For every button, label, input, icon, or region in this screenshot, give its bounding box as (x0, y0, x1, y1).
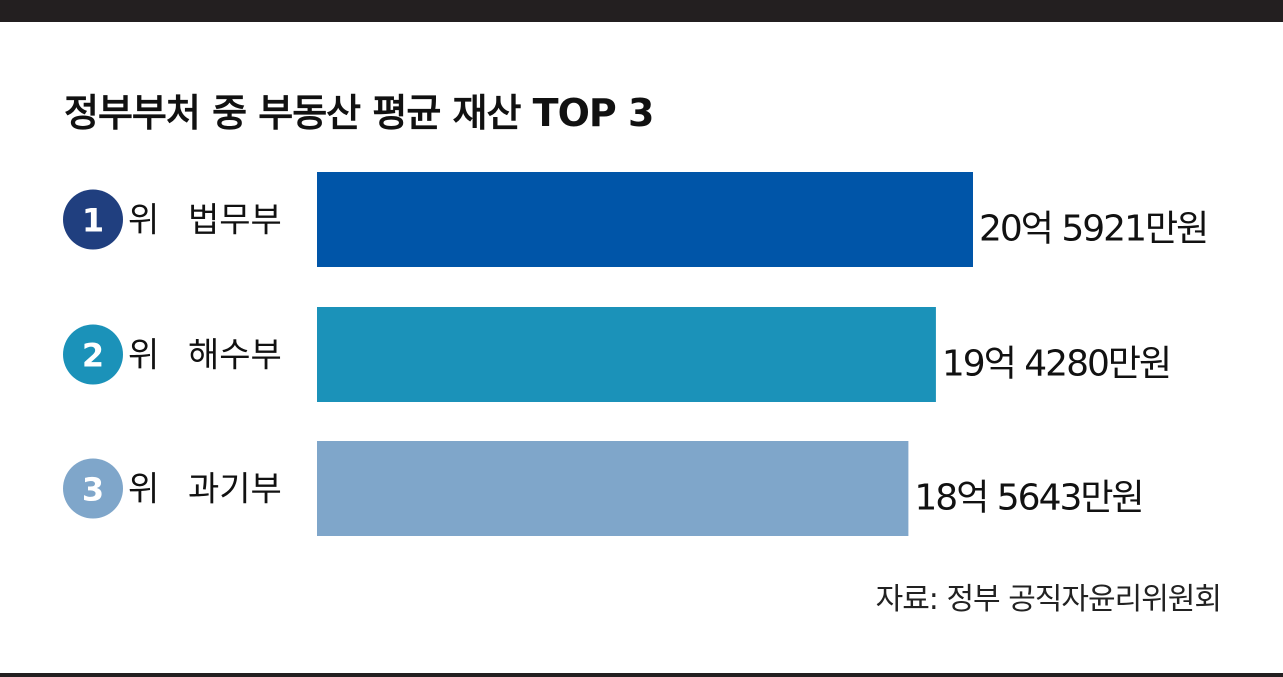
category-label: 해수부 (188, 336, 282, 376)
rank-number: 3 (82, 471, 104, 509)
rank-suffix: 위 (128, 336, 159, 376)
data-label: 18억 5643만원 (914, 478, 1142, 519)
chart-title: 정부부처 중 부동산 평균 재산 TOP 3 (64, 91, 654, 135)
rank-badge (63, 189, 123, 250)
source-note: 자료: 정부 공직자윤리위원회 (875, 582, 1222, 617)
rank-number: 2 (82, 337, 104, 375)
top-rule (0, 0, 1283, 22)
data-label: 19억 4280만원 (942, 344, 1170, 385)
data-label: 20억 5921만원 (979, 209, 1207, 250)
category-label: 과기부 (188, 470, 282, 510)
rank-badge (63, 324, 123, 385)
rank-number: 1 (82, 202, 104, 240)
category-label: 법무부 (188, 201, 282, 241)
rank-badge (63, 458, 123, 519)
rank-suffix: 위 (128, 470, 159, 510)
bar (317, 307, 936, 402)
rank-suffix: 위 (128, 201, 159, 241)
bar (317, 172, 973, 267)
bottom-rule (0, 673, 1283, 677)
bar (317, 441, 909, 536)
